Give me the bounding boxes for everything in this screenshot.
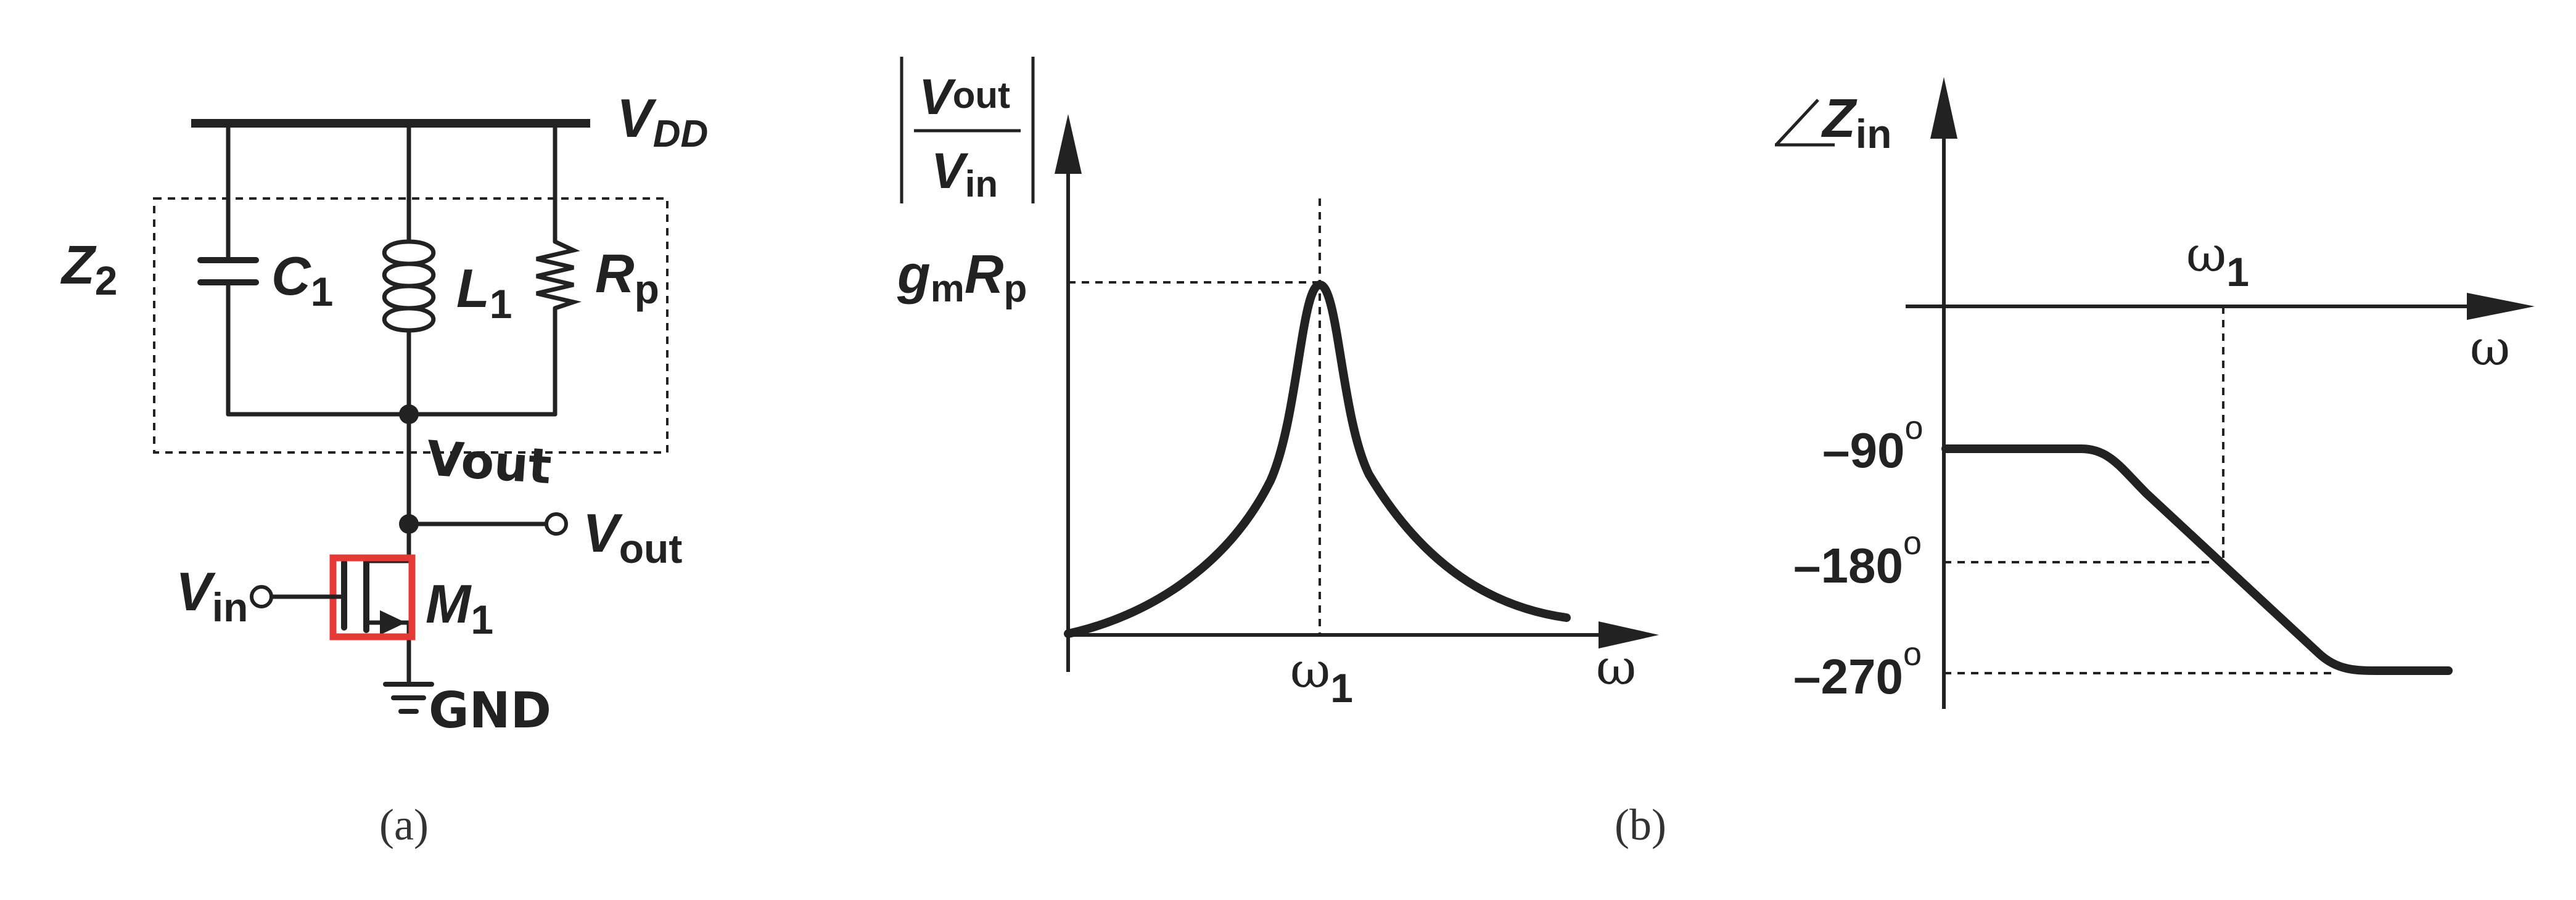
phase-tick-270: –270o (1793, 636, 1922, 704)
phase-tick-270-degree: o (1903, 636, 1922, 673)
vin-label: Vin (176, 561, 248, 630)
mag-x-arrow (1599, 621, 1659, 648)
z2-label: Z2 (60, 234, 117, 303)
phase-tick-180-degree: o (1903, 525, 1922, 562)
mag-center-label: ω1 (1290, 642, 1353, 711)
peak-label: gmRp (897, 243, 1027, 310)
phase-x-label: ω (2470, 319, 2510, 377)
caption-a: (a) (379, 800, 429, 849)
mag-x-label: ω (1596, 639, 1636, 696)
peak-label-r-subscript: p (1003, 268, 1027, 310)
vout-label: Vout (583, 502, 682, 571)
rp-subscript: p (635, 266, 659, 312)
magnitude-curve (1064, 280, 1571, 638)
gnd-handwritten-label: GND (429, 682, 551, 739)
circuit-schematic: VDD Z2 C1 L1 Rp Vout (60, 88, 708, 849)
vdd-label: VDD (617, 88, 708, 155)
phase-center-subscript: 1 (2226, 249, 2249, 295)
vout-subscript: out (619, 526, 683, 571)
mag-center-subscript: 1 (1330, 665, 1353, 711)
m1-source-arrow (380, 610, 406, 635)
phase-ylabel: Zin (1775, 88, 1891, 157)
m1-label: M1 (426, 573, 493, 642)
magnitude-plot: Vout Vin gmRp ω1 ω (897, 57, 1659, 711)
caption-b: (b) (1615, 800, 1666, 849)
mag-ylabel-numerator: Vout (919, 69, 1010, 125)
vdd-subscript: DD (653, 113, 709, 155)
phase-ylabel-subscript: in (1856, 111, 1892, 157)
rp-label: Rp (595, 243, 659, 312)
rp-zigzag (536, 239, 582, 311)
mag-ylabel-num-subscript: out (953, 75, 1010, 116)
angle-icon (1775, 99, 1819, 146)
phase-plot: Zin ω1 ω –90o –180o –270o (1775, 77, 2535, 709)
m1-subscript: 1 (471, 597, 493, 642)
mag-ylabel-den-subscript: in (965, 163, 998, 205)
phase-tick-180: –180o (1793, 525, 1922, 593)
phase-ylabel-text: Zin (1821, 88, 1891, 157)
peak-label-g-subscript: m (931, 268, 965, 310)
vout-handwritten-label: Vout (425, 431, 553, 495)
phase-tick-90-degree: o (1904, 409, 1923, 446)
z2-subscript: 2 (95, 258, 118, 303)
phase-curve (1941, 444, 2453, 675)
phase-center-label: ω1 (2186, 226, 2249, 295)
l1-subscript: 1 (490, 281, 512, 327)
l1-label: L1 (456, 258, 512, 327)
l1-coil (382, 239, 436, 333)
ground-symbol (383, 682, 434, 714)
nmos-m1 (329, 554, 416, 684)
phase-y-arrow (1930, 77, 1957, 139)
c1-subscript: 1 (311, 269, 334, 314)
mag-ylabel-denominator: Vin (931, 143, 998, 205)
mag-y-arrow (1055, 114, 1082, 174)
vin-subscript: in (212, 584, 249, 630)
phase-x-arrow (2467, 293, 2535, 320)
c1-label: C1 (271, 245, 333, 314)
vout-terminal (545, 512, 568, 536)
vin-terminal (250, 585, 273, 608)
phase-tick-90: –90o (1822, 409, 1924, 478)
